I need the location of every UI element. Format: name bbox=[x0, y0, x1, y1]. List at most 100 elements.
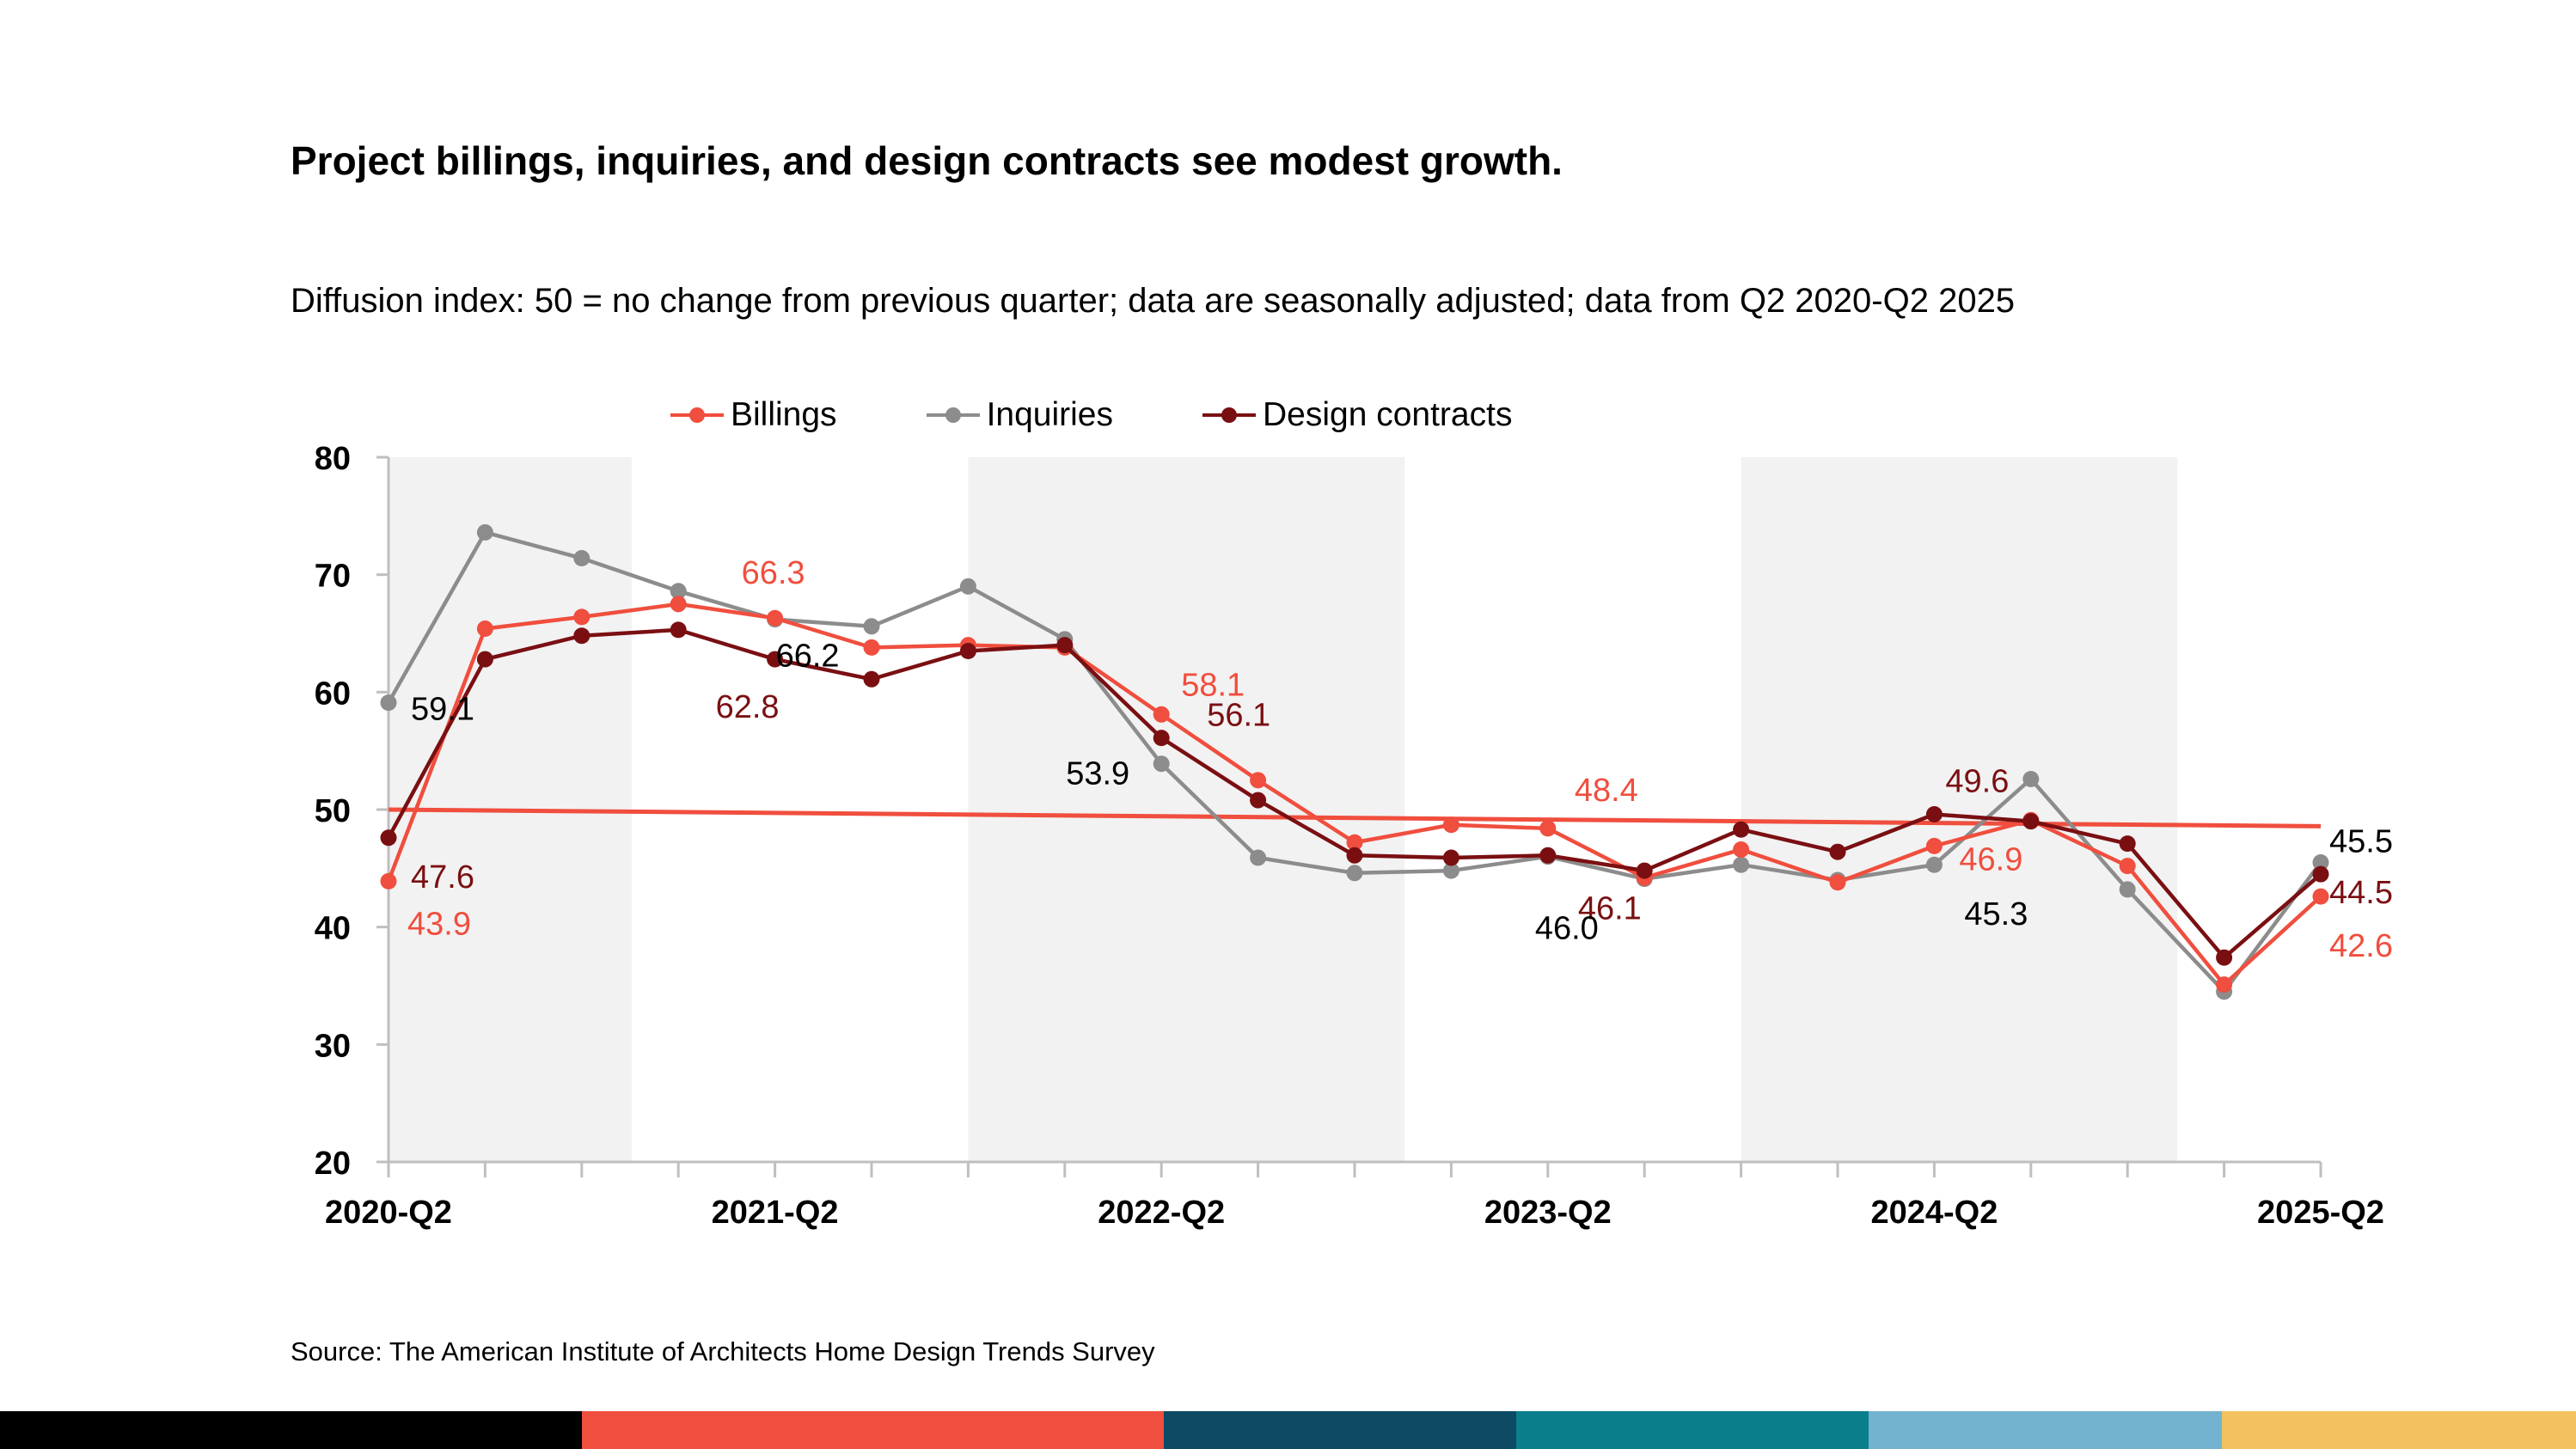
data-point-billings bbox=[1153, 706, 1170, 723]
data-point-design-contracts bbox=[1733, 821, 1750, 838]
data-point-design-contracts bbox=[863, 670, 880, 688]
data-label: 47.6 bbox=[411, 859, 474, 896]
data-label: 46.9 bbox=[1959, 841, 2022, 877]
data-point-design-contracts bbox=[2119, 835, 2136, 853]
source-note: Source: The American Institute of Archit… bbox=[291, 1336, 1155, 1366]
chart-subtitle: Diffusion index: 50 = no change from pre… bbox=[291, 282, 2016, 320]
y-tick-label: 30 bbox=[315, 1028, 351, 1064]
footer-segment bbox=[582, 1411, 1164, 1449]
data-point-design-contracts bbox=[1442, 849, 1459, 866]
data-point-inquiries bbox=[2119, 881, 2136, 898]
data-point-design-contracts bbox=[1539, 847, 1557, 864]
legend-item-billings: Billings bbox=[670, 396, 837, 434]
footer-segment bbox=[2222, 1411, 2576, 1449]
reference-line-50 bbox=[388, 807, 2322, 828]
footer-segment bbox=[0, 1411, 582, 1449]
data-point-design-contracts bbox=[670, 621, 687, 639]
legend-billings-marker-icon bbox=[670, 407, 724, 423]
legend: Billings Inquiries Design contracts bbox=[670, 394, 1601, 437]
data-label: 59.1 bbox=[411, 692, 474, 728]
data-point-billings bbox=[767, 609, 784, 627]
data-point-billings bbox=[670, 596, 687, 613]
data-point-design-contracts bbox=[1056, 637, 1074, 654]
data-point-billings bbox=[2312, 888, 2329, 905]
data-point-design-contracts bbox=[2216, 949, 2233, 966]
data-point-inquiries bbox=[1250, 849, 1267, 866]
data-point-billings bbox=[1346, 834, 1363, 851]
y-tick-label: 60 bbox=[315, 676, 351, 712]
data-point-design-contracts bbox=[767, 651, 784, 668]
footer-color-bar bbox=[0, 1411, 2576, 1449]
legend-label-inquiries: Inquiries bbox=[986, 396, 1113, 433]
data-point-design-contracts bbox=[476, 651, 493, 668]
legend-design-contracts-marker-icon bbox=[1202, 407, 1256, 423]
chart-title: Project billings, inquiries, and design … bbox=[291, 138, 1563, 183]
x-tick-label: 2022-Q2 bbox=[1098, 1195, 1225, 1231]
y-tick-label: 20 bbox=[315, 1146, 351, 1182]
data-point-billings bbox=[863, 639, 880, 656]
data-label: 43.9 bbox=[407, 906, 471, 942]
data-point-billings bbox=[2216, 976, 2233, 994]
data-label: 45.3 bbox=[1964, 896, 2028, 932]
data-point-inquiries bbox=[2312, 854, 2329, 871]
data-point-billings bbox=[380, 872, 397, 890]
data-point-billings bbox=[1829, 874, 1846, 891]
data-point-inquiries bbox=[1346, 865, 1363, 882]
y-tick-label: 80 bbox=[315, 441, 351, 477]
x-tick-label: 2020-Q2 bbox=[325, 1195, 452, 1231]
legend-label-billings: Billings bbox=[731, 396, 837, 433]
data-label: 58.1 bbox=[1181, 667, 1245, 703]
data-label: 56.1 bbox=[1207, 698, 1270, 734]
data-point-inquiries bbox=[573, 550, 590, 567]
data-label: 46.1 bbox=[1578, 890, 1642, 926]
data-point-design-contracts bbox=[2022, 813, 2040, 830]
y-tick-label: 50 bbox=[315, 793, 351, 829]
data-point-inquiries bbox=[1733, 856, 1750, 873]
y-tick-label: 70 bbox=[315, 559, 351, 595]
data-point-billings bbox=[1539, 820, 1557, 837]
shaded-band bbox=[968, 457, 1405, 1162]
data-point-inquiries bbox=[959, 578, 976, 595]
data-point-design-contracts bbox=[1925, 805, 1943, 822]
data-point-inquiries bbox=[476, 523, 493, 541]
data-point-billings bbox=[1733, 841, 1750, 858]
data-point-design-contracts bbox=[1153, 730, 1170, 747]
legend-item-design-contracts: Design contracts bbox=[1202, 396, 1512, 434]
data-point-design-contracts bbox=[1636, 862, 1653, 879]
data-point-inquiries bbox=[670, 583, 687, 600]
legend-item-inquiries: Inquiries bbox=[926, 396, 1113, 434]
data-label: 66.2 bbox=[776, 639, 840, 675]
footer-segment bbox=[1516, 1411, 1869, 1449]
data-label: 49.6 bbox=[1945, 763, 2009, 799]
data-label: 42.6 bbox=[2329, 928, 2393, 964]
data-point-inquiries bbox=[380, 694, 397, 712]
data-point-billings bbox=[2119, 858, 2136, 875]
data-label: 45.5 bbox=[2329, 824, 2393, 860]
data-point-design-contracts bbox=[573, 627, 590, 645]
data-label: 48.4 bbox=[1575, 773, 1638, 809]
y-tick-label: 40 bbox=[315, 911, 351, 947]
data-label: 62.8 bbox=[716, 689, 780, 725]
x-tick-label: 2023-Q2 bbox=[1484, 1195, 1612, 1231]
data-point-inquiries bbox=[1442, 862, 1459, 879]
data-label: 66.3 bbox=[742, 555, 805, 591]
data-point-billings bbox=[476, 621, 493, 638]
data-point-design-contracts bbox=[959, 643, 976, 659]
data-point-billings bbox=[1925, 837, 1943, 854]
data-label: 46.0 bbox=[1535, 911, 1599, 947]
x-tick-label: 2021-Q2 bbox=[712, 1195, 839, 1231]
footer-segment bbox=[1164, 1411, 1516, 1449]
data-point-design-contracts bbox=[1829, 843, 1846, 860]
data-label: 53.9 bbox=[1066, 756, 1129, 792]
data-point-inquiries bbox=[863, 618, 880, 635]
data-point-design-contracts bbox=[2312, 865, 2329, 883]
x-tick-label: 2025-Q2 bbox=[2257, 1195, 2384, 1231]
data-label: 44.5 bbox=[2329, 875, 2393, 911]
data-point-design-contracts bbox=[1250, 792, 1267, 809]
data-point-billings bbox=[1442, 816, 1459, 834]
data-point-billings bbox=[1250, 772, 1267, 789]
data-point-inquiries bbox=[2022, 770, 2040, 787]
legend-inquiries-marker-icon bbox=[926, 407, 980, 423]
data-point-inquiries bbox=[1925, 856, 1943, 873]
